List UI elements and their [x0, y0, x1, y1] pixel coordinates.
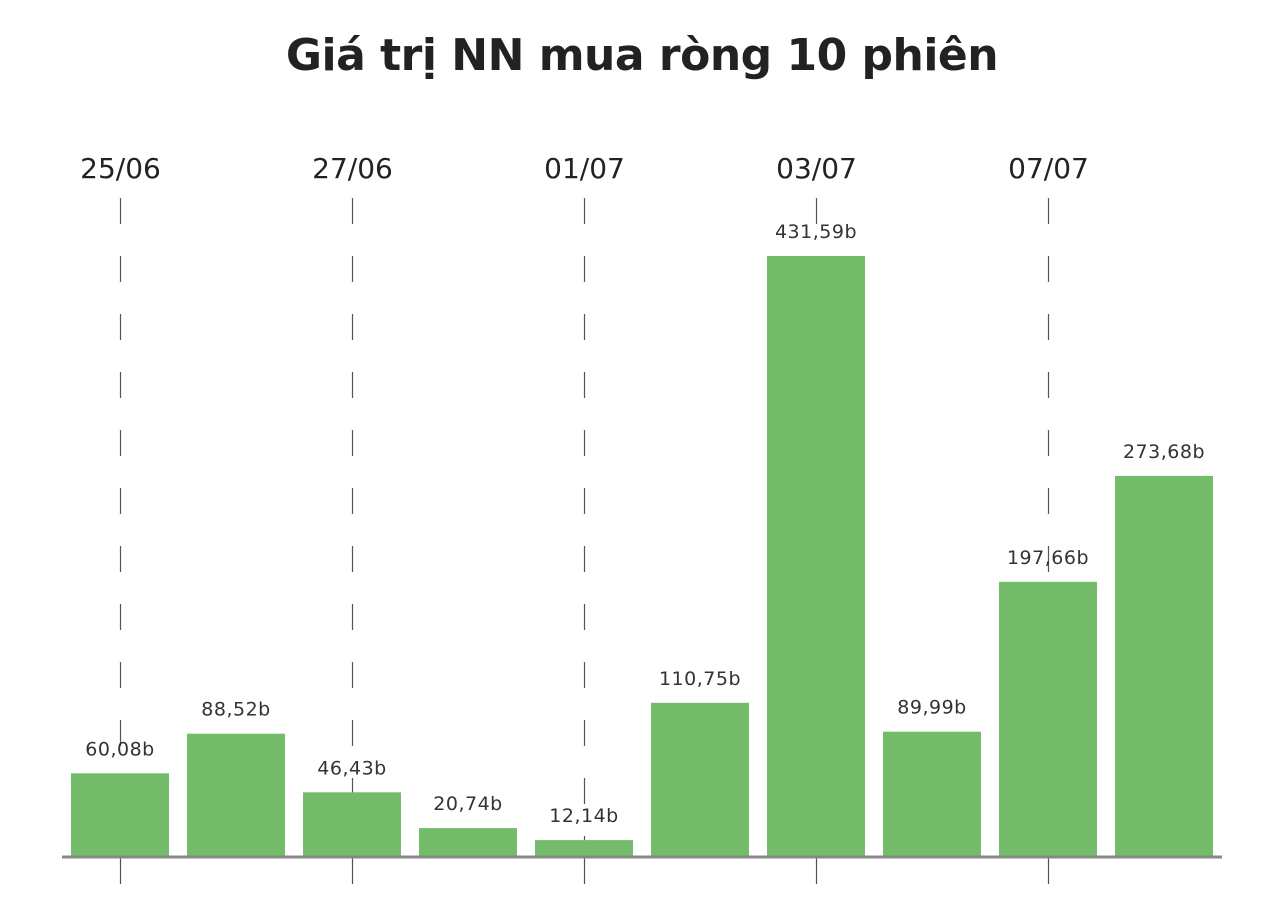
- data-label: 89,99b: [897, 697, 966, 719]
- bar: [883, 731, 981, 857]
- value-labels: 60,08b 88,52b 46,43b 20,74b 12,14b 110,75b 431…: [85, 221, 1205, 827]
- bar: [651, 702, 749, 857]
- bar: [187, 733, 285, 857]
- data-label: 431,59b: [775, 221, 857, 243]
- bar: [419, 828, 517, 857]
- x-tick-label: 25/06: [80, 152, 161, 185]
- data-label: 60,08b: [85, 738, 154, 760]
- data-label: 110,75b: [659, 668, 741, 690]
- x-tick-label: 07/07: [1008, 152, 1089, 185]
- bar: [767, 256, 865, 857]
- data-label: 20,74b: [433, 793, 502, 815]
- bar: [71, 773, 169, 857]
- data-label: 88,52b: [201, 699, 270, 721]
- x-axis: 25/06 27/06 01/07 03/07 07/07: [62, 152, 1222, 884]
- bar: [535, 840, 633, 857]
- x-tick-label: 01/07: [544, 152, 625, 185]
- bar: [303, 792, 401, 857]
- x-tick-label: 27/06: [312, 152, 393, 185]
- bar: [999, 581, 1097, 857]
- bar: [1115, 475, 1213, 857]
- bars: [71, 256, 1213, 857]
- x-tick-label: 03/07: [776, 152, 857, 185]
- data-label: 46,43b: [317, 757, 386, 779]
- chart-title: Giá trị NN mua ròng 10 phiên: [285, 30, 999, 81]
- data-label: 12,14b: [549, 805, 618, 827]
- data-label: 273,68b: [1123, 441, 1205, 463]
- data-label: 197,66b: [1007, 547, 1089, 569]
